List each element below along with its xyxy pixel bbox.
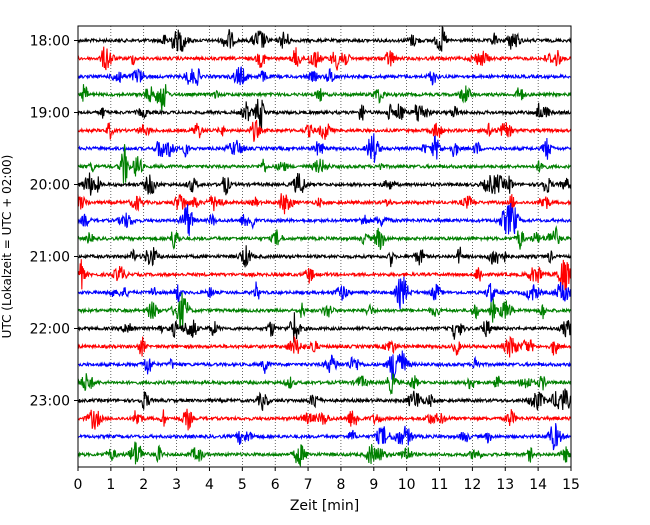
trace-line xyxy=(77,245,572,268)
trace-line xyxy=(77,119,572,142)
x-tick-label: 2 xyxy=(139,477,148,493)
trace-line xyxy=(77,312,572,343)
trace-line xyxy=(77,276,572,310)
x-tick-label: 0 xyxy=(74,477,83,493)
trace-line xyxy=(77,225,572,250)
trace-line xyxy=(77,172,572,196)
x-tick-label: 13 xyxy=(496,477,514,493)
trace-line xyxy=(77,372,572,396)
trace-line xyxy=(77,388,572,411)
x-tick-label: 12 xyxy=(463,477,481,493)
trace-line xyxy=(77,408,572,431)
y-tick-label: 21:00 xyxy=(30,250,70,266)
y-tick-label: 23:00 xyxy=(30,394,70,410)
x-tick-label: 10 xyxy=(398,477,416,493)
y-tick-label: 20:00 xyxy=(30,178,70,194)
x-tick-label: 11 xyxy=(431,477,449,493)
x-tick-label: 5 xyxy=(238,477,247,493)
seismic-traces xyxy=(77,26,572,468)
y-tick-label: 18:00 xyxy=(30,34,70,50)
trace-line xyxy=(77,441,572,468)
x-tick-label: 1 xyxy=(106,477,115,493)
x-tick-label: 15 xyxy=(562,477,580,493)
trace-line xyxy=(77,66,572,86)
trace-line xyxy=(77,203,572,236)
x-tick-label: 14 xyxy=(529,477,547,493)
trace-line xyxy=(77,133,572,163)
y-tick-label: 22:00 xyxy=(30,322,70,338)
trace-line xyxy=(77,193,572,215)
trace-line xyxy=(77,84,572,112)
trace-line xyxy=(77,423,572,451)
plot-frame xyxy=(77,25,572,468)
x-tick-label: 9 xyxy=(369,477,378,493)
x-tick-label: 7 xyxy=(304,477,313,493)
x-tick-label: 3 xyxy=(172,477,181,493)
y-tick-label: 19:00 xyxy=(30,106,70,122)
x-axis-ticks: 0 1 2 3 4 5 6 7 8 9 10 11 12 13 14 15 xyxy=(74,467,580,493)
y-axis-ticks: 18:00 19:00 20:00 21:00 22:00 23:00 xyxy=(30,34,78,410)
trace-line xyxy=(77,26,572,52)
x-tick-label: 6 xyxy=(271,477,280,493)
x-tick-label: 8 xyxy=(336,477,345,493)
trace-line xyxy=(77,350,572,381)
x-axis-label: Zeit [min] xyxy=(290,498,359,514)
trace-line xyxy=(77,46,572,71)
trace-line xyxy=(77,98,572,130)
trace-line xyxy=(77,335,572,358)
trace-line xyxy=(77,259,572,297)
y-axis-label: UTC (Lokalzeit = UTC + 02:00) xyxy=(0,155,14,339)
x-tick-label: 4 xyxy=(205,477,214,493)
trace-line xyxy=(77,292,572,330)
trace-line xyxy=(77,144,572,184)
